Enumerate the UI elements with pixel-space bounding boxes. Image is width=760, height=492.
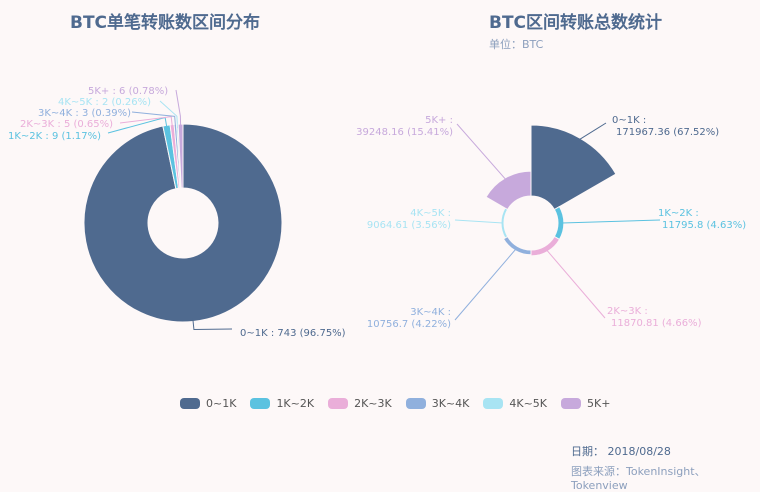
legend: 0~1K 1K~2K 2K~3K 3K~4K 4K~5K 5K+ (180, 397, 610, 410)
legend-swatch (180, 398, 200, 409)
chart2-title: BTC区间转账总数统计 (489, 13, 663, 33)
chart1-leader-line (159, 100, 179, 129)
chart1-data-label: 5K+ : 6 (0.78%) (88, 86, 168, 97)
legend-label: 1K~2K (276, 397, 315, 410)
chart1-slice-5K+ (177, 123, 184, 189)
chart1-leader-line (131, 111, 177, 129)
legend-swatch (405, 398, 426, 409)
legend-item[interactable]: 2K~3K (328, 397, 392, 410)
legend-swatch (561, 398, 581, 409)
legend-label: 2K~3K (354, 397, 392, 410)
chart2-data-label-category: 2K~3K : (607, 306, 648, 317)
legend-label: 4K~5K (509, 397, 547, 410)
legend-swatch (483, 398, 504, 409)
legend-swatch (250, 398, 271, 409)
chart1-data-label: 3K~4K : 3 (0.39%) (38, 108, 131, 119)
chart2-leader-line (578, 122, 607, 141)
legend-swatch (328, 398, 349, 409)
legend-item[interactable]: 3K~4K (405, 397, 470, 410)
chart1-leader-line (119, 116, 174, 129)
chart2-data-label-category: 4K~5K : (410, 208, 451, 219)
chart2-data-label-value: 11795.8 (4.63%) (662, 220, 746, 231)
chart2-slice-5K+ (485, 170, 532, 211)
legend-item[interactable]: 1K~2K (250, 397, 314, 410)
chart2-data-label-value: 39248.16 (15.41%) (356, 127, 453, 138)
legend-item[interactable]: 0~1K (180, 397, 236, 410)
chart1-leader-line (175, 89, 182, 129)
date-label: 日期： 2018/08/28 (571, 445, 671, 458)
legend-item[interactable]: 4K~5K (483, 397, 547, 410)
legend-label: 0~1K (206, 397, 237, 410)
chart1-data-label: 0~1K : 743 (96.75%) (240, 328, 346, 339)
chart2-leader-line (561, 219, 661, 224)
legend-label: 5K+ (587, 397, 611, 410)
chart2-leader-line (454, 219, 504, 224)
chart2-subtitle: 单位：BTC (489, 38, 544, 51)
chart1-slice-0~1K (83, 123, 283, 323)
chart2-data-label-category: 3K~4K : (410, 307, 451, 318)
chart2-leader-line (456, 123, 507, 181)
chart2-data-label-category: 0~1K : (612, 115, 646, 126)
chart1-data-label: 4K~5K : 2 (0.26%) (58, 97, 151, 108)
chart1-leader-line (192, 317, 233, 330)
chart2-data-label-value: 10756.7 (4.22%) (367, 319, 451, 330)
legend-item[interactable]: 5K+ (561, 397, 610, 410)
chart2-slice-3K~4K (502, 235, 532, 256)
source-label: 图表来源：TokenInsight、Tokenview (571, 465, 706, 492)
chart1-data-label: 2K~3K : 5 (0.65%) (20, 119, 113, 130)
chart2-slice-0~1K (530, 124, 617, 211)
chart2-data-label-category: 5K+ : (425, 115, 453, 126)
chart2-data-label-value: 171967.36 (67.52%) (616, 127, 719, 138)
legend-label: 3K~4K (431, 397, 470, 410)
chart2-data-label-category: 1K~2K : (658, 208, 699, 219)
chart2-leader-line (546, 249, 606, 319)
chart2-data-label-value: 9064.61 (3.56%) (367, 220, 451, 231)
chart2-leader-line (454, 248, 517, 321)
chart1-data-label: 1K~2K : 9 (1.17%) (8, 131, 101, 142)
chart2-slice-2K~3K (530, 235, 561, 257)
chart1-title: BTC单笔转账数区间分布 (70, 13, 261, 33)
chart2-data-label-value: 11870.81 (4.66%) (611, 318, 702, 329)
